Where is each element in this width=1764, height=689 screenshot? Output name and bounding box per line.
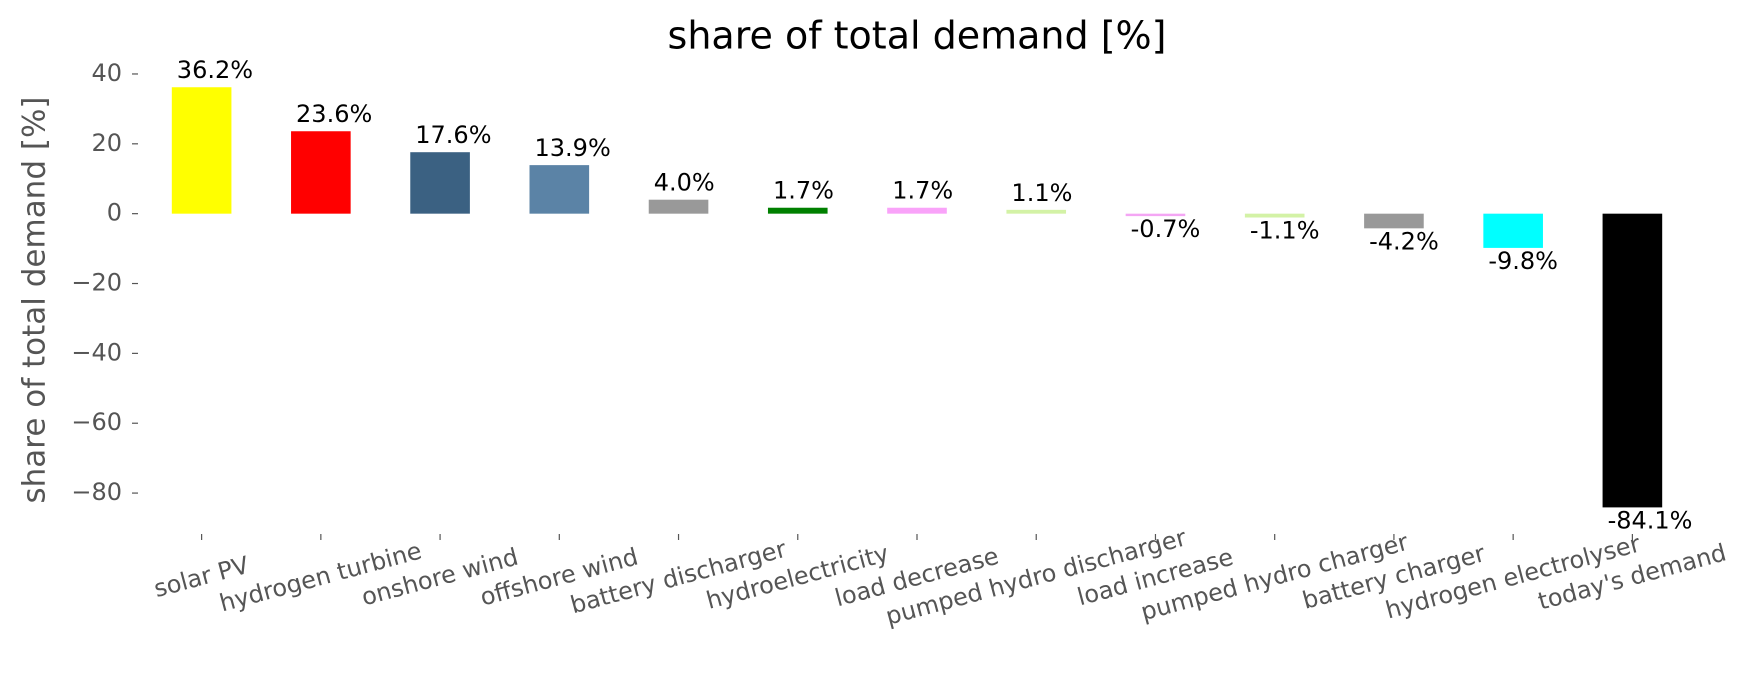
- bar: [1483, 213, 1543, 248]
- bar: [1244, 213, 1305, 218]
- y-axis-label: share of total demand [%]: [17, 96, 53, 503]
- y-tick-label: −20: [71, 269, 122, 297]
- y-tick-label: −40: [71, 338, 122, 366]
- bar: [1602, 213, 1663, 508]
- value-label: 13.9%: [535, 134, 611, 162]
- value-label: -9.8%: [1488, 247, 1558, 275]
- y-tick-label: −80: [71, 478, 122, 506]
- y-tick-label: −60: [71, 408, 122, 436]
- value-label: 1.7%: [892, 177, 953, 205]
- y-tick-label: 0: [107, 199, 122, 227]
- chart-title: share of total demand [%]: [668, 14, 1167, 58]
- value-label: 4.0%: [654, 169, 715, 197]
- bar: [1364, 213, 1424, 229]
- value-label: 1.7%: [773, 177, 834, 205]
- y-tick-label: 40: [91, 59, 122, 87]
- value-label: 17.6%: [415, 121, 491, 149]
- value-label: 36.2%: [177, 56, 253, 84]
- bar: [171, 87, 232, 214]
- bar: [1125, 213, 1186, 217]
- bar: [529, 165, 590, 214]
- bar: [291, 131, 351, 214]
- value-label: 1.1%: [1011, 179, 1072, 207]
- value-label: -1.1%: [1250, 217, 1320, 245]
- bar: [767, 207, 828, 214]
- value-label: -84.1%: [1608, 506, 1693, 534]
- value-label: 23.6%: [296, 100, 372, 128]
- bar: [887, 207, 947, 214]
- value-label: -4.2%: [1369, 227, 1439, 255]
- bar: [648, 199, 709, 214]
- y-tick-label: 20: [91, 129, 122, 157]
- bar: [410, 152, 470, 214]
- value-label: -0.7%: [1131, 215, 1201, 243]
- bar: [1006, 209, 1067, 214]
